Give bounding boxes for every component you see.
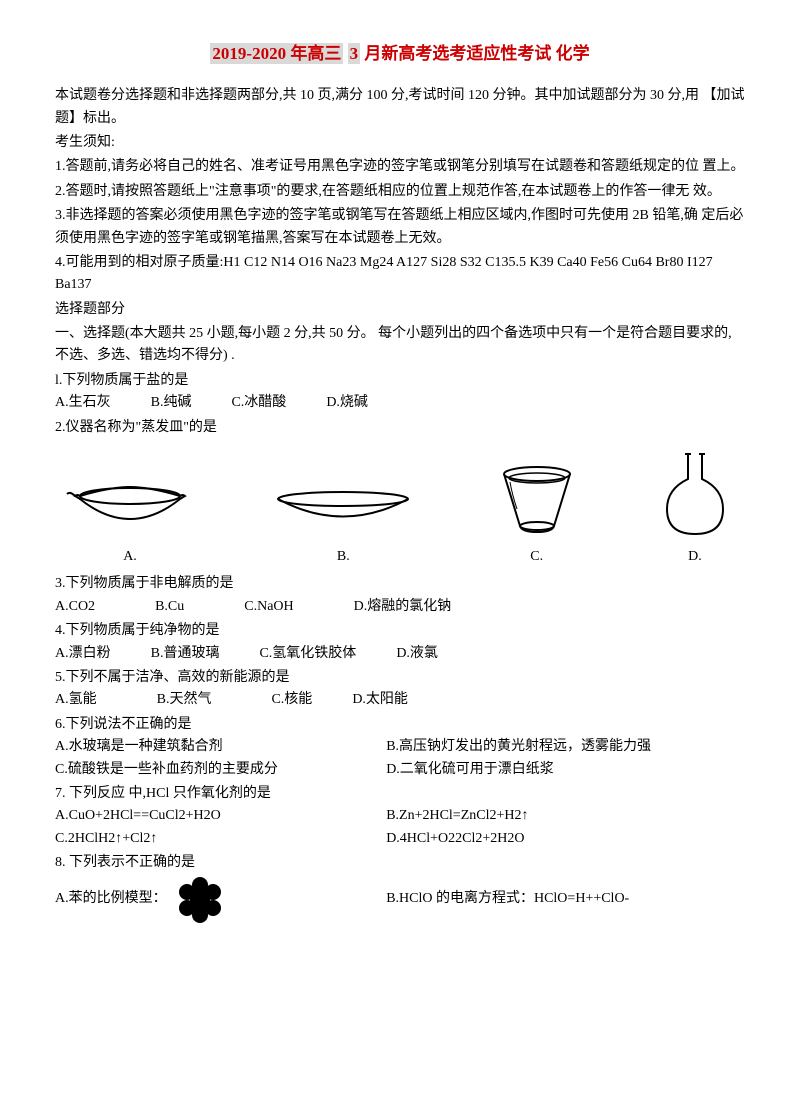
q2-stem: 2.仪器名称为"蒸发皿"的是 <box>55 417 745 439</box>
q2-images: A. B. C. D. <box>55 449 745 568</box>
intro-p5: 3.非选择题的答案必须使用黑色字迹的签字笔或钢笔写在答题纸上相应区域内,作图时可… <box>55 205 745 250</box>
q7-stem: 7. 下列反应 中,HCl 只作氧化剂的是 <box>55 783 745 805</box>
q5-opt-a: A.氢能 <box>55 689 97 711</box>
q5-opt-c: C.核能 <box>271 689 312 711</box>
evaporating-dish-icon <box>65 479 195 539</box>
q2-img-a: A. <box>65 479 195 568</box>
q1-opt-c: C.冰醋酸 <box>231 392 286 414</box>
q5: 5.下列不属于洁净、高效的新能源的是 A.氢能 B.天然气 C.核能 D.太阳能 <box>55 667 745 712</box>
q4-opt-b: B.普通玻璃 <box>151 643 220 665</box>
q8-opt-a-text: A.苯的比例模型： <box>55 888 167 910</box>
q3-opt-d: D.熔融的氯化钠 <box>354 596 452 618</box>
q4-opt-c: C.氢氧化铁胶体 <box>259 643 356 665</box>
q2: 2.仪器名称为"蒸发皿"的是 A. B. C <box>55 417 745 569</box>
q6-stem: 6.下列说法不正确的是 <box>55 714 745 736</box>
q7: 7. 下列反应 中,HCl 只作氧化剂的是 A.CuO+2HCl==CuCl2+… <box>55 783 745 850</box>
q1-opt-d: D.烧碱 <box>326 392 368 414</box>
intro-p1: 本试题卷分选择题和非选择题两部分,共 10 页,满分 100 分,考试时间 12… <box>55 85 745 130</box>
q4-stem: 4.下列物质属于纯净物的是 <box>55 620 745 642</box>
q6-opt-d: D.二氧化硫可用于漂白纸浆 <box>386 759 717 781</box>
q2-img-d: D. <box>655 449 735 568</box>
q3-opt-c: C.NaOH <box>244 596 293 618</box>
q8-opt-a: A.苯的比例模型： <box>55 875 386 925</box>
q7-opt-d: D.4HCl+O22Cl2+2H2O <box>386 828 717 850</box>
benzene-model-icon <box>175 875 225 925</box>
title-tail: 月新高考选考适应性考试 化学 <box>364 44 589 63</box>
q4-opt-d: D.液氯 <box>396 643 438 665</box>
q8: 8. 下列表示不正确的是 A.苯的比例模型： B.HClO 的电离方程式：HCl… <box>55 852 745 924</box>
q5-opt-b: B.天然气 <box>157 689 212 711</box>
intro-p2: 考生须知: <box>55 132 745 154</box>
title-month: 3 <box>348 43 361 64</box>
q4-opt-a: A.漂白粉 <box>55 643 111 665</box>
q6-opt-b: B.高压钠灯发出的黄光射程远，透雾能力强 <box>386 736 717 758</box>
q3: 3.下列物质属于非电解质的是 A.CO2 B.Cu C.NaOH D.熔融的氯化… <box>55 573 745 618</box>
q2-img-c: C. <box>492 464 582 568</box>
q1-opt-b: B.纯碱 <box>151 392 192 414</box>
q3-opt-a: A.CO2 <box>55 596 95 618</box>
q1-opt-a: A.生石灰 <box>55 392 111 414</box>
q4: 4.下列物质属于纯净物的是 A.漂白粉 B.普通玻璃 C.氢氧化铁胶体 D.液氯 <box>55 620 745 665</box>
intro-p8: 一、选择题(本大题共 25 小题,每小题 2 分,共 50 分。 每个小题列出的… <box>55 323 745 368</box>
q8-opt-b: B.HClO 的电离方程式：HClO=H++ClO- <box>386 888 717 910</box>
q7-opt-c: C.2HClH2↑+Cl2↑ <box>55 828 386 850</box>
q7-opt-b: B.Zn+2HCl=ZnCl2+H2↑ <box>386 805 717 827</box>
title-year: 2019-2020 年高三 <box>210 43 343 64</box>
q2-label-d: D. <box>688 546 702 568</box>
q6-opt-a: A.水玻璃是一种建筑黏合剂 <box>55 736 386 758</box>
q2-img-b: B. <box>268 479 418 568</box>
q3-opt-b: B.Cu <box>155 596 184 618</box>
intro-p7: 选择题部分 <box>55 299 745 321</box>
q2-label-b: B. <box>337 546 350 568</box>
q2-label-a: A. <box>123 546 137 568</box>
q5-stem: 5.下列不属于洁净、高效的新能源的是 <box>55 667 745 689</box>
q3-stem: 3.下列物质属于非电解质的是 <box>55 573 745 595</box>
q5-opt-d: D.太阳能 <box>352 689 408 711</box>
crucible-icon <box>492 464 582 539</box>
watch-glass-icon <box>268 479 418 539</box>
q1-stem: l.下列物质属于盐的是 <box>55 370 745 392</box>
intro-p3: 1.答题前,请务必将自己的姓名、准考证号用黑色字迹的签字笔或钢笔分别填写在试题卷… <box>55 156 745 178</box>
page-title: 2019-2020 年高三 3 月新高考选考适应性考试 化学 <box>55 40 745 67</box>
q2-label-c: C. <box>530 546 543 568</box>
q6-opt-c: C.硫酸铁是一些补血药剂的主要成分 <box>55 759 386 781</box>
round-flask-icon <box>655 449 735 539</box>
intro-p6: 4.可能用到的相对原子质量:H1 C12 N14 O16 Na23 Mg24 A… <box>55 252 745 297</box>
q8-stem: 8. 下列表示不正确的是 <box>55 852 745 874</box>
intro-p4: 2.答题时,请按照答题纸上"注意事项"的要求,在答题纸相应的位置上规范作答,在本… <box>55 181 745 203</box>
q7-opt-a: A.CuO+2HCl==CuCl2+H2O <box>55 805 386 827</box>
q1: l.下列物质属于盐的是 A.生石灰 B.纯碱 C.冰醋酸 D.烧碱 <box>55 370 745 415</box>
q6: 6.下列说法不正确的是 A.水玻璃是一种建筑黏合剂 B.高压钠灯发出的黄光射程远… <box>55 714 745 781</box>
